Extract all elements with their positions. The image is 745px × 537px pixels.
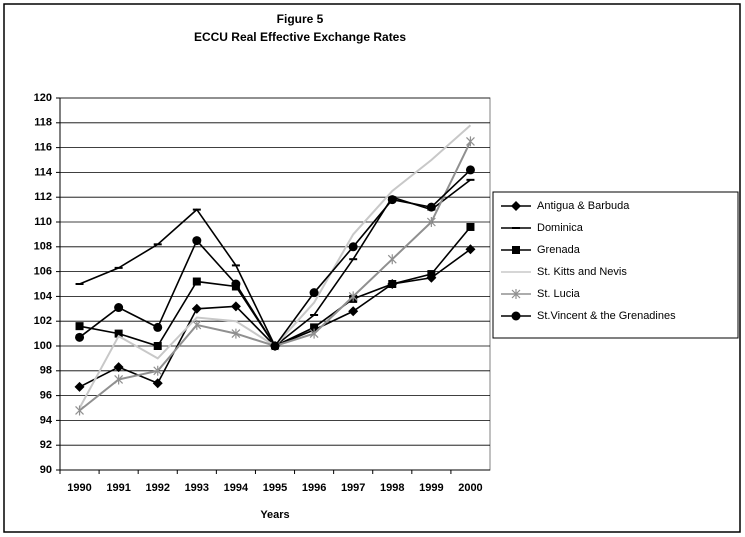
- point: [387, 195, 397, 205]
- point: [388, 280, 397, 288]
- x-tick-label: 1997: [341, 482, 365, 494]
- plot-area: [59, 97, 491, 471]
- y-tick-label: 104: [34, 290, 53, 302]
- y-tick-label: 114: [34, 166, 53, 178]
- point: [75, 405, 84, 416]
- legend-label: Antigua & Barbuda: [537, 200, 630, 212]
- point: [465, 165, 475, 175]
- x-tick-label: 1999: [419, 482, 443, 494]
- point: [310, 323, 319, 332]
- point: [153, 342, 162, 350]
- point: [231, 328, 241, 339]
- x-tick-label: 1995: [263, 482, 287, 494]
- point: [466, 136, 475, 147]
- point: [466, 222, 475, 231]
- point: [270, 341, 280, 351]
- y-tick-label: 120: [34, 92, 52, 104]
- legend-marker: [511, 201, 521, 211]
- y-tick-label: 96: [40, 390, 52, 402]
- y-tick-label: 94: [40, 414, 53, 426]
- y-tick-label: 92: [40, 439, 52, 451]
- legend-label: Grenada: [537, 244, 581, 256]
- point: [426, 202, 436, 212]
- x-tick-label: 2000: [458, 482, 482, 494]
- legend-label: St. Lucia: [537, 288, 581, 300]
- chart-subtitle: ECCU Real Effective Exchange Rates: [194, 30, 406, 44]
- point: [113, 362, 124, 373]
- point: [426, 217, 436, 227]
- point: [231, 279, 241, 289]
- y-tick-label: 110: [34, 216, 52, 228]
- x-tick-label: 1998: [380, 482, 404, 494]
- point: [192, 277, 201, 286]
- point: [75, 322, 84, 331]
- point: [192, 319, 202, 330]
- x-tick-label: 1992: [145, 482, 169, 494]
- y-tick-label: 106: [34, 266, 52, 278]
- y-tick-label: 100: [34, 340, 52, 352]
- point: [114, 374, 124, 385]
- y-tick-label: 116: [34, 142, 52, 154]
- point: [114, 329, 123, 338]
- point: [114, 303, 124, 313]
- legend-marker: [511, 289, 521, 299]
- point: [427, 270, 436, 279]
- x-tick-label: 1993: [185, 482, 209, 494]
- point: [230, 301, 241, 312]
- x-tick-label: 1994: [224, 482, 249, 494]
- y-tick-label: 108: [34, 241, 52, 253]
- x-tick-label: 1991: [106, 482, 130, 494]
- y-tick-label: 102: [34, 315, 52, 327]
- point: [309, 328, 319, 339]
- y-tick-label: 90: [40, 464, 52, 476]
- y-tick-label: 112: [34, 191, 52, 203]
- point: [387, 254, 397, 265]
- legend-label: St.Vincent & the Grenadines: [537, 310, 676, 322]
- chart-title: Figure 5: [277, 12, 324, 26]
- legend-box: [492, 191, 739, 339]
- point: [74, 381, 85, 392]
- point: [348, 291, 358, 302]
- point: [309, 288, 319, 298]
- point: [192, 236, 202, 246]
- point: [348, 242, 358, 252]
- y-tick-label: 118: [34, 117, 52, 129]
- x-axis-label: Years: [260, 509, 289, 521]
- legend-marker: [511, 311, 521, 321]
- legend-label: St. Kitts and Nevis: [537, 266, 627, 278]
- x-tick-label: 1996: [302, 482, 326, 494]
- legend-label: Dominica: [537, 222, 584, 234]
- legend-marker: [512, 246, 520, 254]
- point: [152, 378, 163, 389]
- y-tick-label: 98: [40, 365, 52, 377]
- point: [348, 306, 359, 317]
- point: [465, 244, 476, 255]
- point: [75, 332, 85, 342]
- point: [153, 365, 163, 376]
- point: [191, 303, 202, 314]
- point: [153, 322, 163, 332]
- x-tick-label: 1990: [67, 482, 91, 494]
